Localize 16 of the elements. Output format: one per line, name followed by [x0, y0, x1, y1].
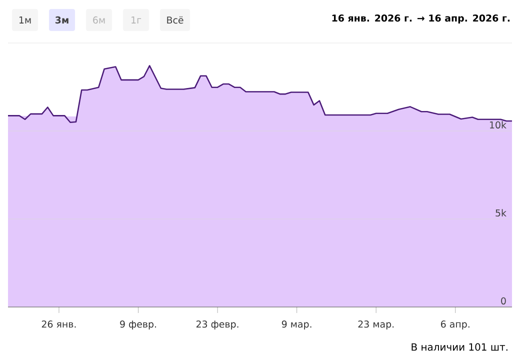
x-tick-label: 23 февр.	[196, 320, 238, 330]
chart-subtitle: 16 янв. 2026 г. → 16 апр. 2026 г.	[332, 14, 510, 24]
text: Всё	[167, 16, 184, 24]
x-tick-label: 9 февр.	[120, 320, 156, 330]
y-tick-label: 10k	[490, 121, 506, 128]
text: 6м	[93, 16, 105, 24]
x-tick-label: 9 мар.	[282, 320, 312, 330]
x-tick-label: 26 янв.	[42, 320, 76, 328]
text: 3м	[55, 16, 68, 24]
text: В наличии 101 шт.	[412, 343, 508, 351]
y-tick-label: 0	[501, 297, 506, 304]
y-tick-label: 5k	[496, 209, 506, 216]
x-tick-label: 6 апр.	[441, 320, 470, 330]
text: 1м	[19, 16, 31, 24]
text: 1г	[132, 16, 142, 24]
x-tick-label: 23 мар.	[358, 320, 394, 330]
